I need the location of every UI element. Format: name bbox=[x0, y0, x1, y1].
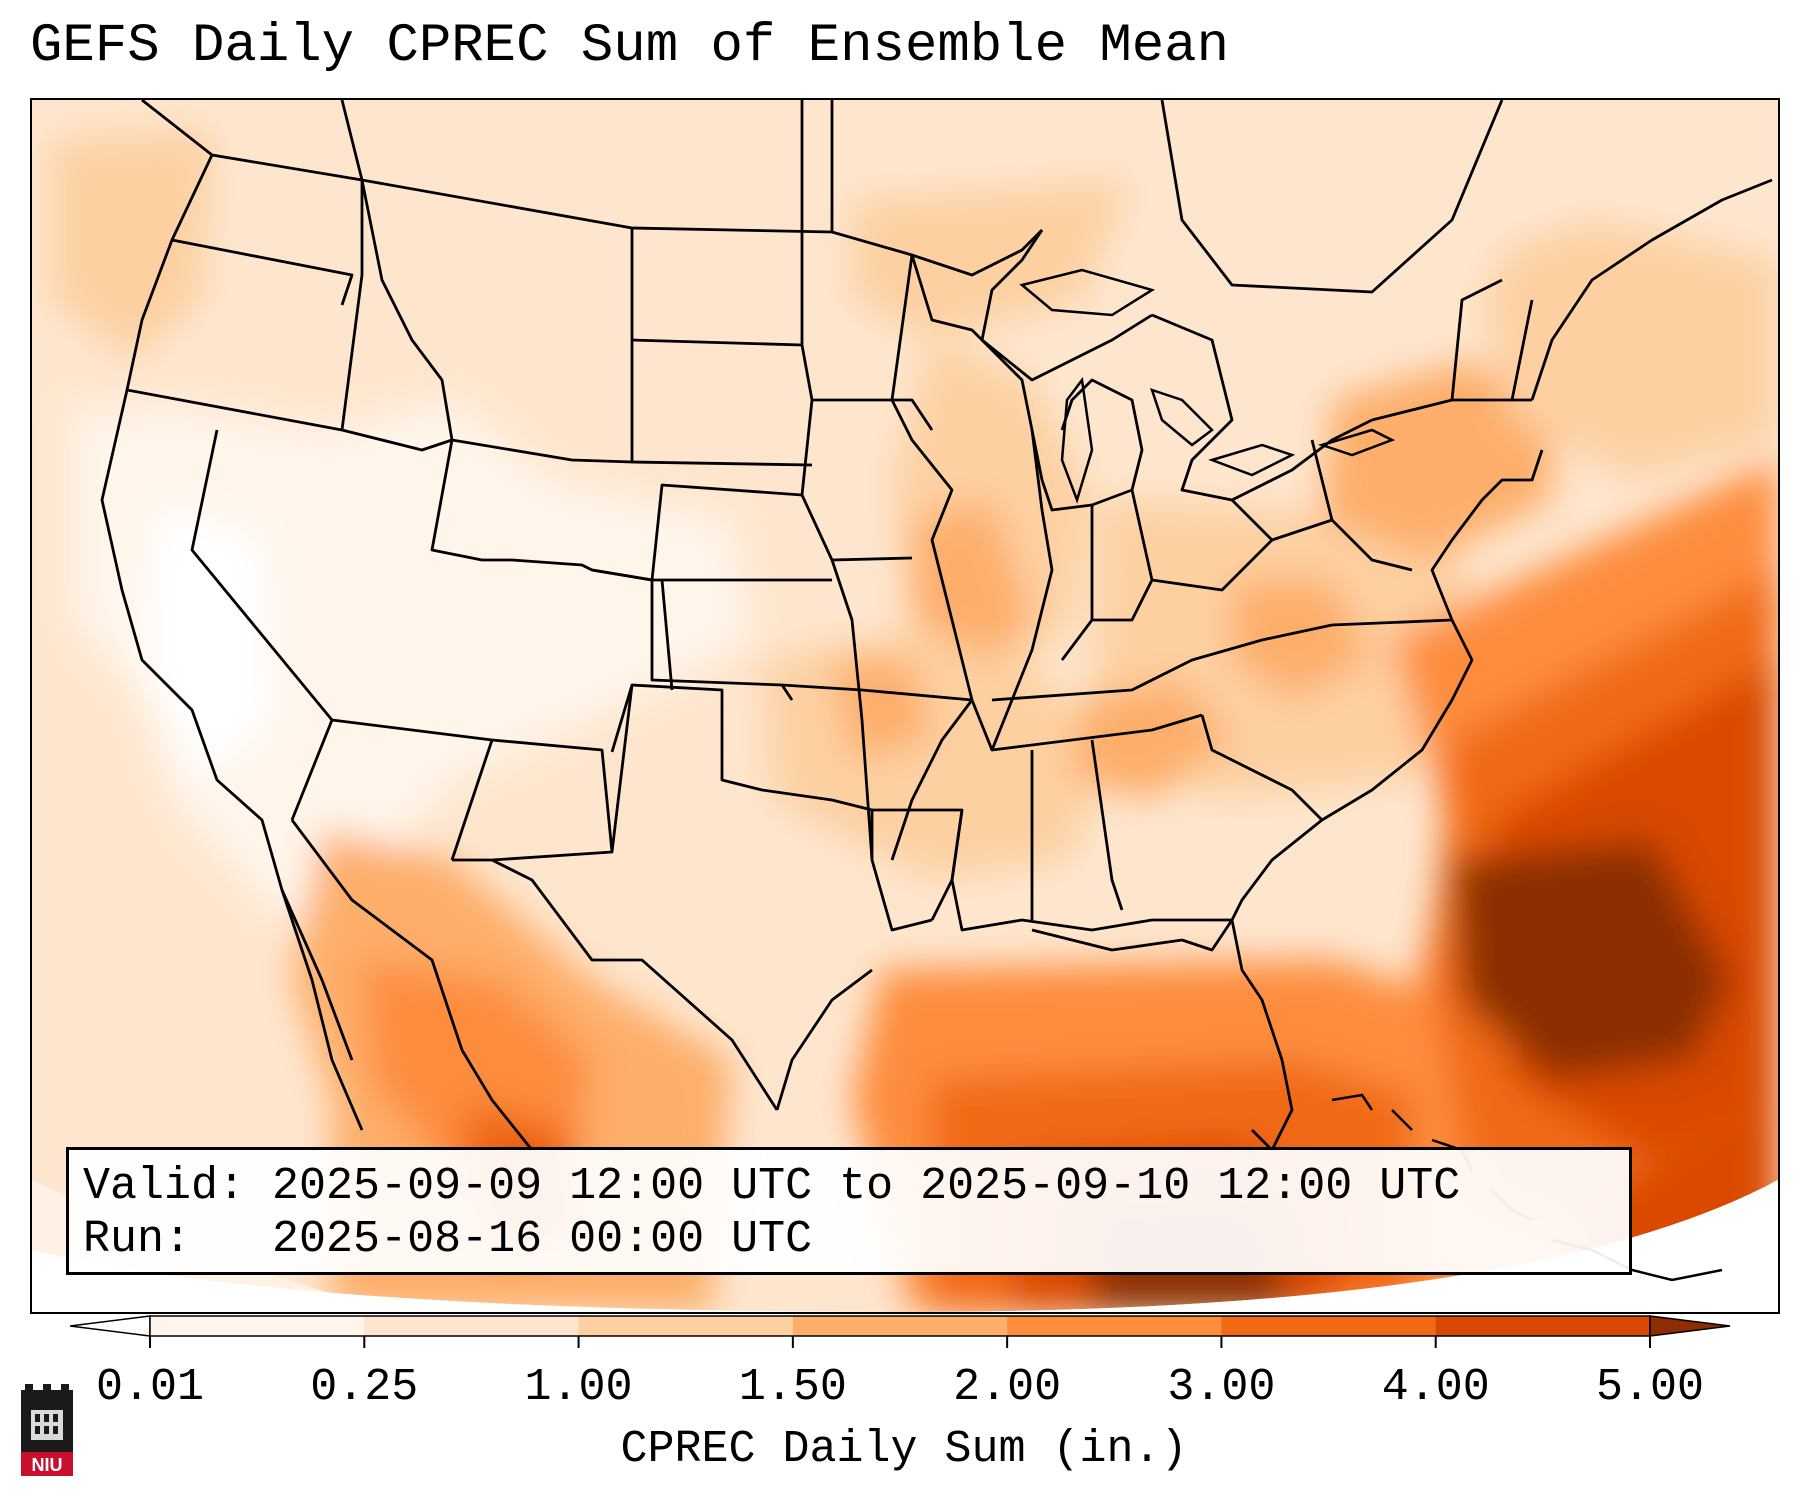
valid-row: Valid: 2025-09-09 12:00 UTC to 2025-09-1… bbox=[83, 1160, 1615, 1213]
map-canvas bbox=[32, 100, 1778, 1312]
colorbar bbox=[70, 1315, 1731, 1348]
colorbar-tick-label: 0.01 bbox=[95, 1362, 205, 1413]
colorbar-segment bbox=[364, 1316, 580, 1336]
colorbar-title: CPREC Daily Sum (in.) bbox=[620, 1424, 1188, 1475]
colorbar-extend-low bbox=[70, 1315, 151, 1337]
colorbar-extend-high bbox=[1649, 1315, 1731, 1337]
colorbar-segment bbox=[1435, 1316, 1651, 1336]
colorbar-outline bbox=[149, 1315, 1651, 1337]
colorbar-tick-label: 1.00 bbox=[524, 1362, 633, 1413]
colorbar-segment bbox=[1007, 1316, 1222, 1336]
great-lakes bbox=[1019, 268, 1396, 504]
colorbar-tick-label: 4.00 bbox=[1381, 1362, 1490, 1413]
run-value: 2025-08-16 00:00 UTC bbox=[272, 1214, 813, 1265]
colorbar-segment bbox=[578, 1316, 794, 1336]
valid-value: 2025-09-09 12:00 UTC to 2025-09-10 12:00… bbox=[272, 1161, 1461, 1212]
niu-logo: NIU bbox=[21, 1384, 73, 1476]
colorbar-segment bbox=[150, 1316, 365, 1336]
colorbar-tick-label: 2.00 bbox=[953, 1362, 1062, 1413]
colorbar-segment bbox=[1221, 1316, 1437, 1336]
logo-text: NIU bbox=[32, 1455, 63, 1475]
colorbar-tick-label: 5.00 bbox=[1595, 1362, 1705, 1413]
run-label: Run: bbox=[83, 1214, 192, 1265]
projection-edge bbox=[32, 1180, 1778, 1312]
colorbar-segment bbox=[792, 1316, 1008, 1336]
colorbar-tick-label: 3.00 bbox=[1167, 1362, 1276, 1413]
colorbar-tick-label: 0.25 bbox=[310, 1362, 419, 1413]
run-row: Run: 2025-08-16 00:00 UTC bbox=[83, 1213, 1615, 1266]
validity-info-box: Valid: 2025-09-09 12:00 UTC to 2025-09-1… bbox=[66, 1147, 1632, 1275]
state-borders bbox=[100, 100, 1773, 1152]
precipitation-map bbox=[30, 98, 1780, 1314]
colorbar-tick-label: 1.50 bbox=[738, 1362, 847, 1413]
valid-label: Valid: bbox=[83, 1161, 246, 1212]
map-title: GEFS Daily CPREC Sum of Ensemble Mean bbox=[30, 16, 1229, 77]
